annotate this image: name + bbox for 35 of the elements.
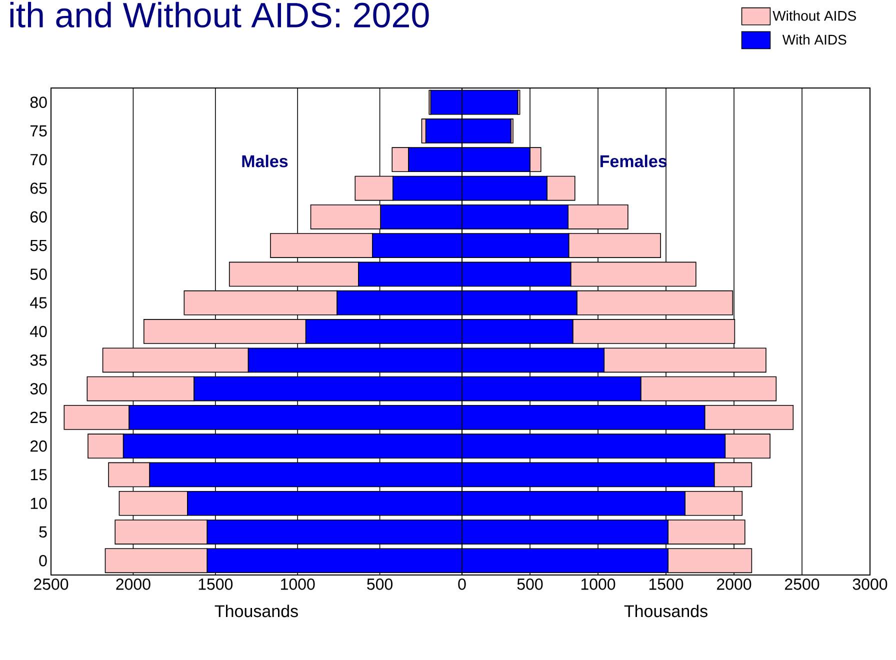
y-tick-label: 20 [30,440,47,452]
y-tick-label: 30 [30,383,47,394]
legend-label: Without AIDS [772,10,856,21]
x-tick-label: 2500 [785,578,820,590]
x-tick-label: 1500 [198,578,233,590]
y-tick-label: 25 [30,412,47,424]
x-tick-label: 500 [367,578,393,590]
y-tick-label: 15 [30,469,47,480]
x-axis-title: Thousands [624,604,708,618]
y-tick-label: 75 [30,125,47,137]
y-tick-label: 10 [30,498,47,510]
x-tick-label: 2000 [116,578,150,590]
y-tick-label: 45 [30,297,47,308]
x-tick-label: 1000 [581,578,616,590]
chart-title: ith and Without AIDS: 2020 [10,2,429,28]
x-tick-label: 3000 [852,578,888,590]
x-tick-label: 2500 [34,578,68,590]
y-tick-label: 80 [30,96,47,108]
x-tick-label: 0 [458,578,466,590]
x-tick-label: 1500 [649,578,684,590]
y-tick-label: 65 [30,182,47,194]
x-tick-label: 2000 [717,578,752,590]
annotation: Males [242,154,288,168]
x-tick-label: 1000 [281,578,315,590]
y-tick-label: 70 [30,154,47,166]
x-axis-title: Thousands [214,604,298,618]
y-tick-label: 40 [30,326,47,338]
legend-label: With AIDS [782,34,846,45]
y-tick-label: 5 [39,526,47,538]
y-tick-label: 60 [30,211,47,223]
y-tick-label: 50 [30,268,47,280]
y-tick-label: 35 [30,354,47,366]
y-tick-label: 55 [30,240,47,252]
x-tick-label: 500 [517,578,543,590]
y-tick-label: 0 [39,555,47,566]
